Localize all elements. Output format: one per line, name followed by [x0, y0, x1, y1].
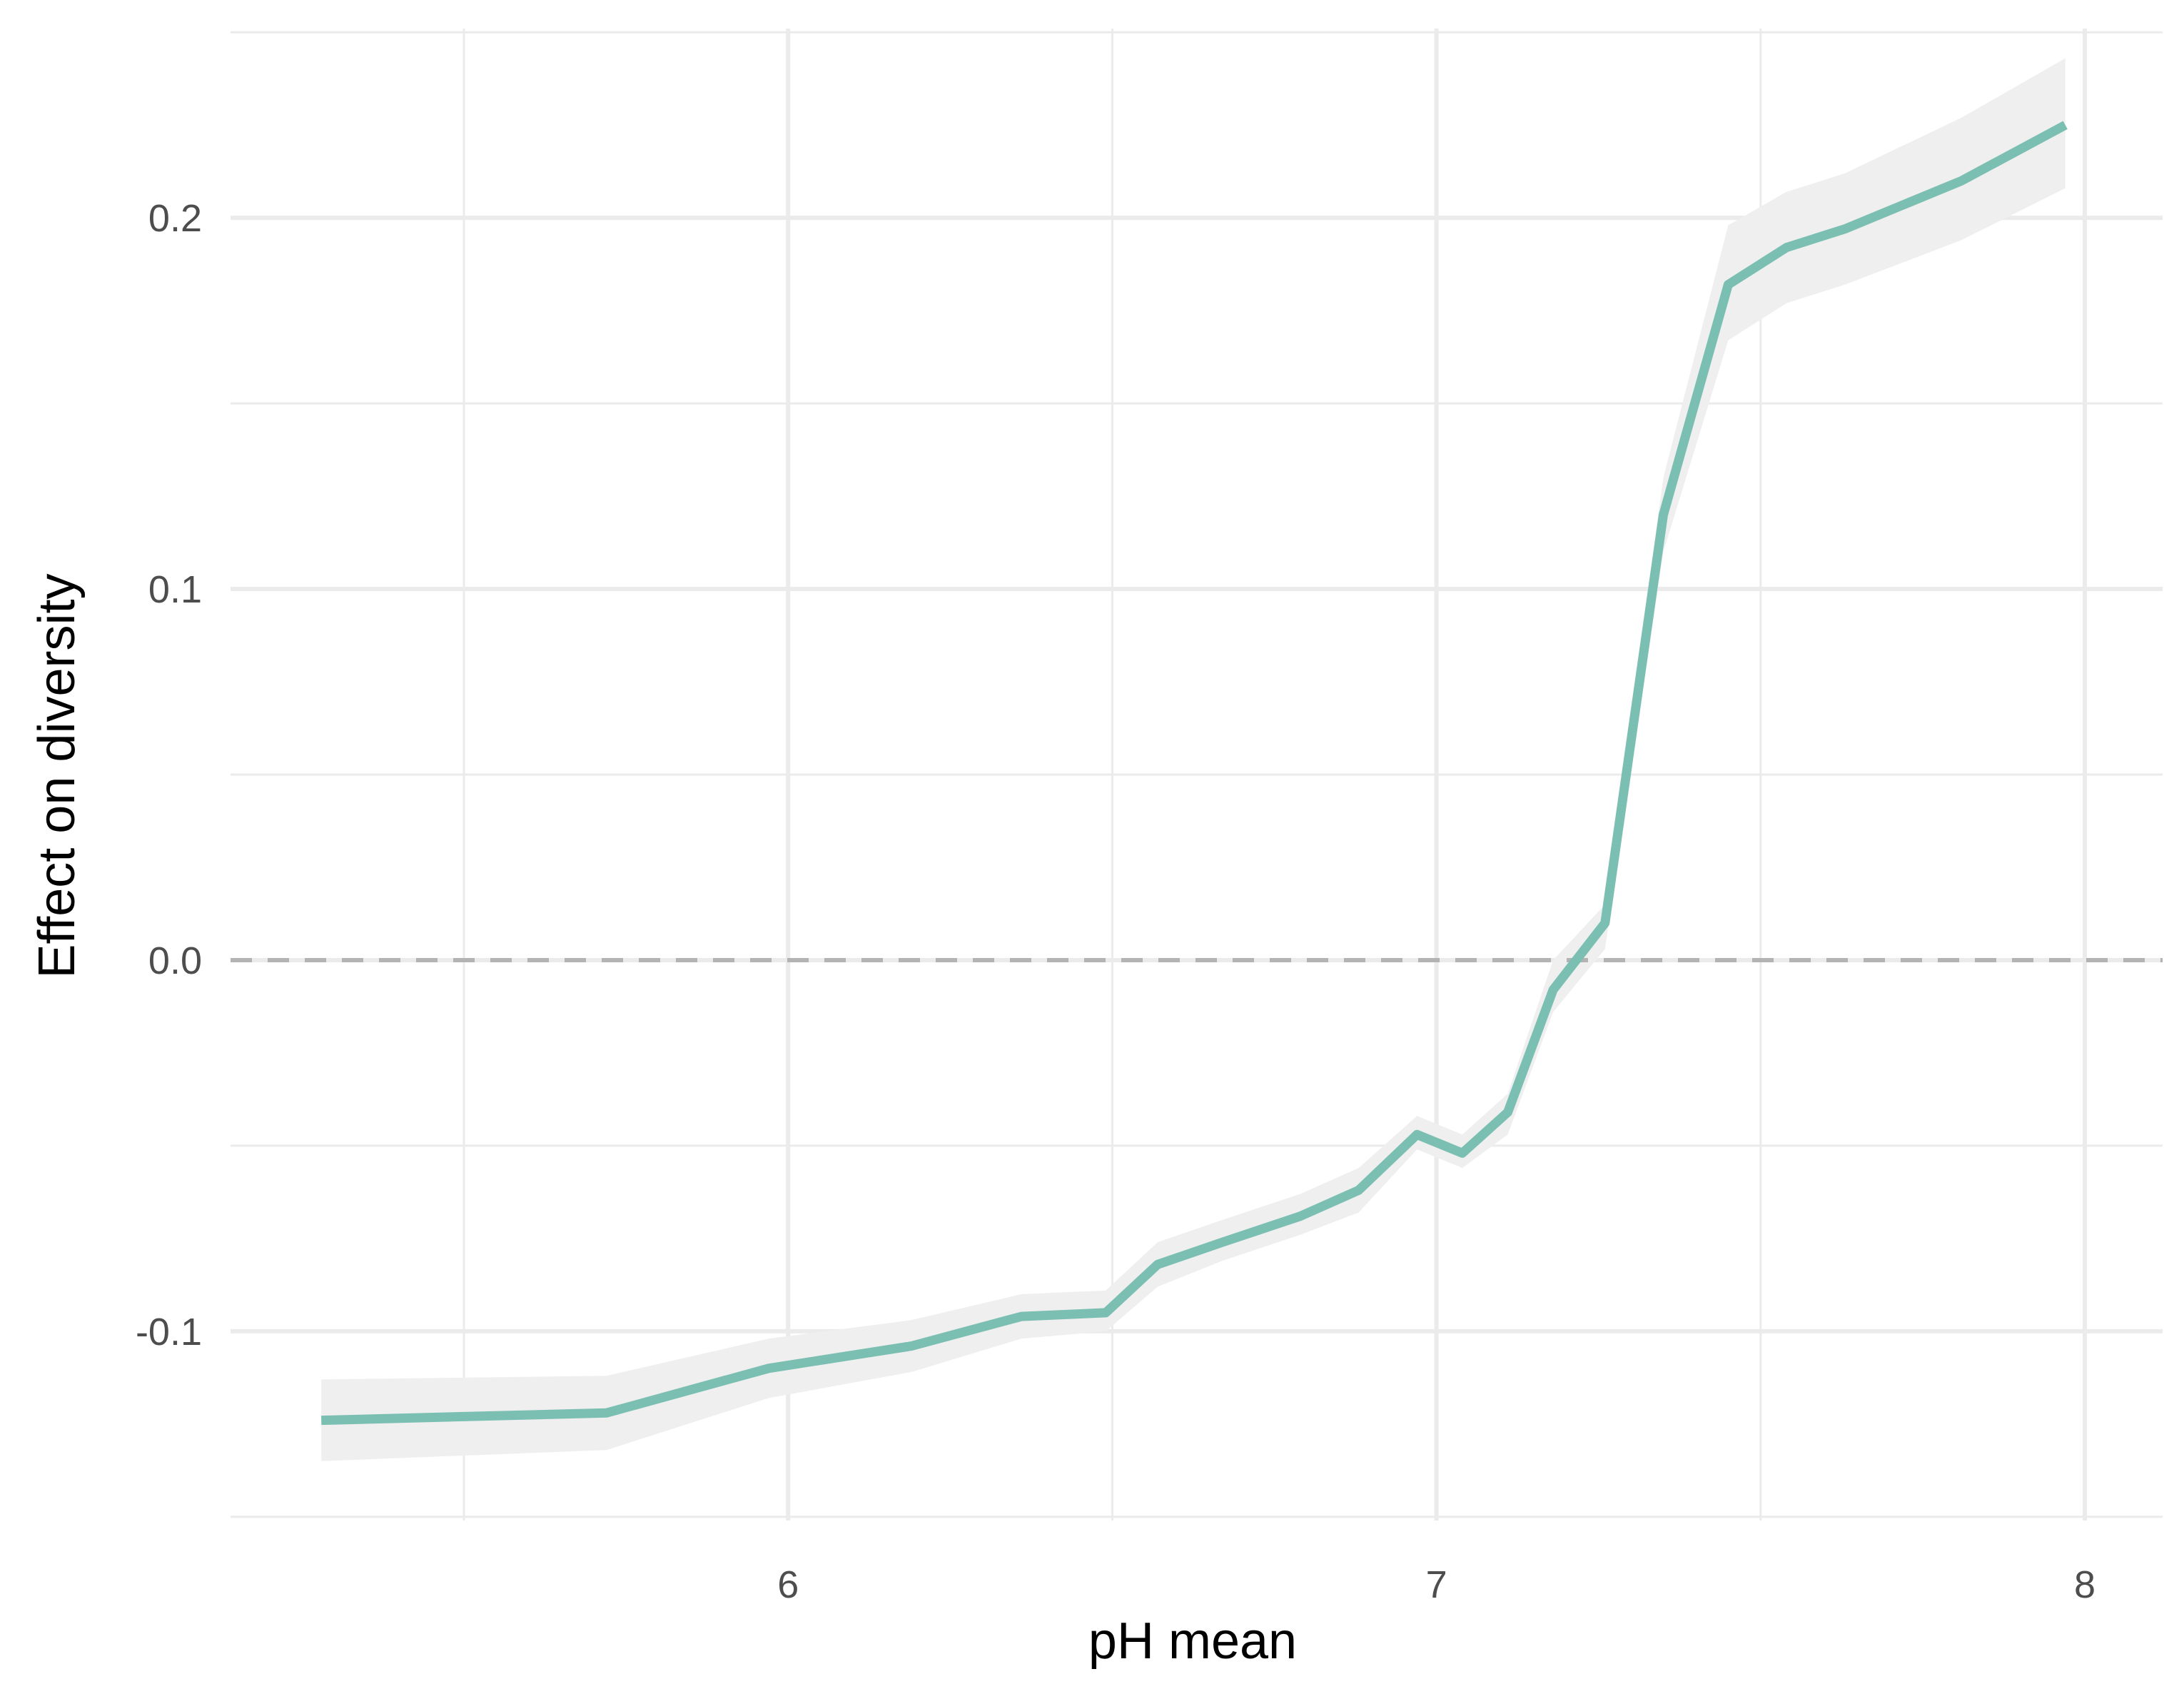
data-point [606, 1412, 607, 1413]
data-point [1786, 247, 1787, 248]
data-point [1663, 514, 1664, 515]
data-point [1507, 1111, 1509, 1113]
y-tick-label: 0.1 [148, 568, 202, 611]
data-point [1727, 284, 1729, 286]
x-axis-title: pH mean [1088, 1613, 1297, 1670]
line-layer [320, 121, 2068, 1426]
data-point [1222, 1241, 1223, 1243]
data-point [1157, 1264, 1158, 1265]
ribbon-layer [321, 58, 2066, 1461]
data-point [911, 1346, 912, 1347]
x-tick-label: 8 [2074, 1563, 2095, 1606]
y-tick-label: 0.2 [148, 197, 202, 240]
y-axis-title: Effect on diversity [29, 574, 86, 979]
data-point [1552, 989, 1554, 991]
data-point [1604, 922, 1606, 924]
data-point [320, 1420, 322, 1421]
data-point [1105, 1312, 1106, 1314]
data-point [1961, 180, 1962, 181]
y-tick-label: -0.1 [136, 1311, 202, 1353]
data-point [2065, 124, 2066, 126]
data-point [1844, 228, 1846, 230]
data-point [1462, 1152, 1463, 1154]
x-tick-label: 7 [1426, 1563, 1447, 1606]
x-tick-label: 6 [777, 1563, 799, 1606]
data-point [1300, 1216, 1301, 1217]
tick-label-layer: 6 7 8 -0.1 0.0 0.1 0.2 [136, 197, 2095, 1606]
data-point [1021, 1316, 1022, 1317]
data-point [1358, 1189, 1360, 1191]
data-point [768, 1368, 769, 1369]
confidence-ribbon [321, 58, 2066, 1461]
data-point [1416, 1134, 1417, 1135]
y-tick-label: 0.0 [148, 939, 202, 982]
series-line [321, 121, 2068, 1426]
